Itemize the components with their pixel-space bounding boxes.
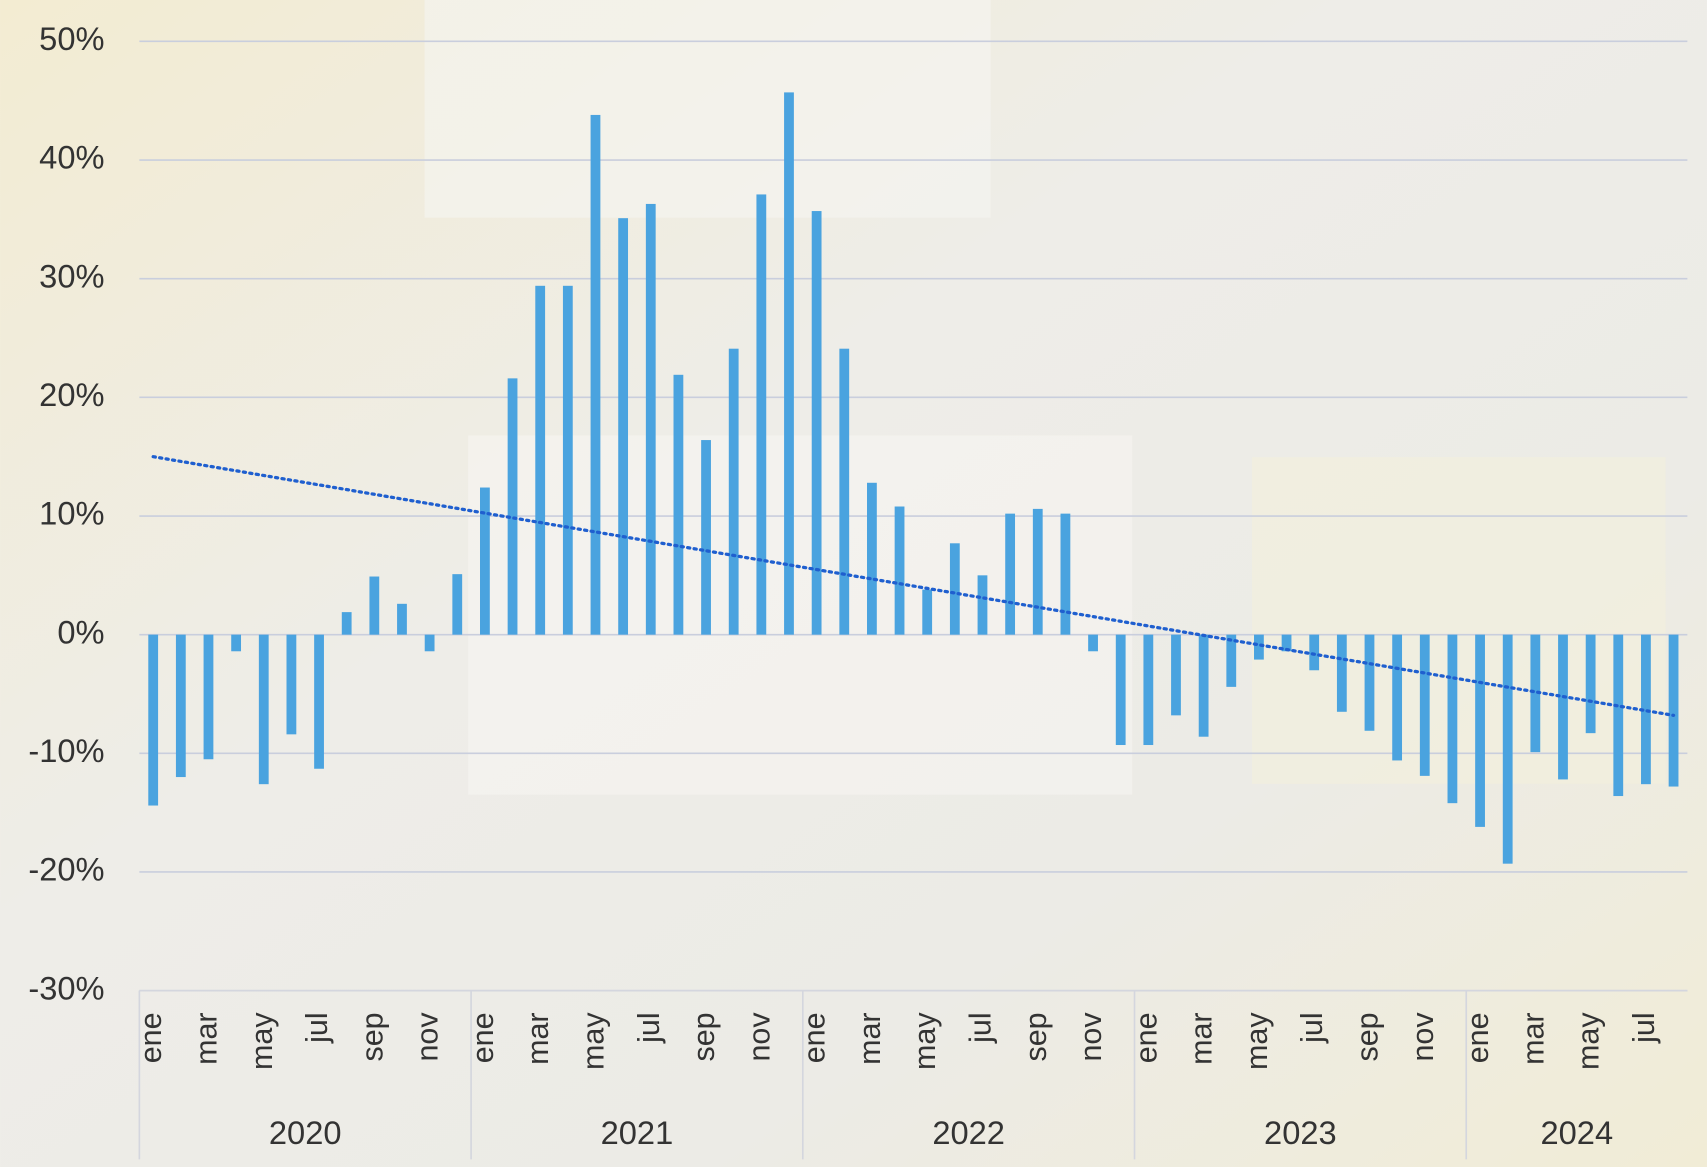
bar bbox=[1171, 635, 1181, 716]
bar bbox=[1392, 635, 1402, 761]
y-tick-label: 20% bbox=[39, 376, 104, 413]
x-tick-label: may bbox=[245, 1012, 279, 1070]
bar bbox=[591, 115, 601, 635]
bar bbox=[176, 635, 186, 777]
y-tick-label: -30% bbox=[28, 969, 104, 1006]
x-tick-label: ene bbox=[1461, 1012, 1495, 1063]
bar bbox=[1199, 635, 1209, 737]
bar bbox=[425, 635, 435, 652]
bar bbox=[1061, 514, 1071, 635]
bar bbox=[839, 349, 849, 635]
x-tick-label: sep bbox=[687, 1012, 721, 1061]
x-tick-label: jul bbox=[300, 1012, 334, 1043]
x-tick-label: may bbox=[1240, 1012, 1274, 1070]
bar bbox=[867, 483, 877, 635]
bar bbox=[231, 635, 241, 652]
bar bbox=[756, 194, 766, 634]
bar bbox=[1365, 635, 1375, 731]
bar bbox=[1586, 635, 1596, 733]
x-tick-label: jul bbox=[1627, 1012, 1661, 1043]
bar bbox=[287, 635, 297, 735]
x-tick-label: sep bbox=[1019, 1012, 1053, 1061]
x-tick-label: ene bbox=[1129, 1012, 1163, 1063]
bar bbox=[342, 612, 352, 635]
x-tick-label: sep bbox=[355, 1012, 389, 1061]
x-tick-label: mar bbox=[1185, 1012, 1219, 1064]
background-shape bbox=[425, 0, 991, 218]
y-tick-label: 40% bbox=[39, 139, 104, 176]
bar bbox=[618, 218, 628, 634]
bar bbox=[314, 635, 324, 769]
x-tick-label: nov bbox=[742, 1012, 776, 1062]
bar bbox=[922, 590, 932, 635]
bar bbox=[1254, 635, 1264, 660]
x-tick-label: nov bbox=[411, 1012, 445, 1062]
bar bbox=[369, 577, 379, 635]
bar bbox=[1005, 514, 1015, 635]
bar bbox=[563, 286, 573, 635]
x-tick-label: jul bbox=[1295, 1012, 1329, 1043]
bar bbox=[1033, 509, 1043, 635]
year-label: 2020 bbox=[269, 1114, 342, 1151]
background-shape bbox=[1252, 457, 1666, 784]
chart: -30% -20% -10% 0% 10% 20% 30% 40% 50% 2020 2021 202… bbox=[0, 0, 1707, 1167]
x-tick-label: ene bbox=[798, 1012, 832, 1063]
x-tick-label: jul bbox=[632, 1012, 666, 1043]
bar bbox=[259, 635, 269, 785]
bar bbox=[1337, 635, 1347, 712]
bar bbox=[1503, 635, 1513, 864]
bar bbox=[1448, 635, 1458, 803]
bar bbox=[646, 204, 656, 635]
bar bbox=[1309, 635, 1319, 671]
year-label: 2023 bbox=[1264, 1114, 1337, 1151]
x-tick-label: ene bbox=[466, 1012, 500, 1063]
bar bbox=[535, 286, 545, 635]
bar bbox=[1475, 635, 1485, 827]
x-tick-label: nov bbox=[1406, 1012, 1440, 1062]
x-tick-label: nov bbox=[1074, 1012, 1108, 1062]
x-tick-label: may bbox=[577, 1012, 611, 1070]
bar bbox=[204, 635, 214, 760]
x-tick-label: mar bbox=[1516, 1012, 1550, 1064]
bar bbox=[452, 574, 462, 635]
bar bbox=[729, 349, 739, 635]
bar bbox=[895, 507, 905, 635]
bar bbox=[1558, 635, 1568, 780]
bar bbox=[950, 543, 960, 634]
bar bbox=[1613, 635, 1623, 796]
bar bbox=[1669, 635, 1679, 787]
bar bbox=[784, 92, 794, 634]
x-tick-label: may bbox=[908, 1012, 942, 1070]
bar bbox=[1226, 635, 1236, 687]
bar bbox=[1420, 635, 1430, 776]
bar bbox=[1116, 635, 1126, 745]
x-tick-label: mar bbox=[521, 1012, 555, 1064]
bar bbox=[701, 440, 711, 635]
year-label: 2024 bbox=[1540, 1114, 1613, 1151]
bar bbox=[397, 604, 407, 635]
bar bbox=[508, 378, 518, 634]
y-tick-label: 30% bbox=[39, 257, 104, 294]
y-tick-label: 50% bbox=[39, 20, 104, 57]
y-tick-label: -10% bbox=[28, 732, 104, 769]
year-label: 2022 bbox=[932, 1114, 1005, 1151]
bar bbox=[978, 575, 988, 634]
bar bbox=[148, 635, 158, 806]
bar bbox=[1143, 635, 1153, 745]
y-tick-label: 0% bbox=[57, 613, 104, 650]
x-tick-label: sep bbox=[1351, 1012, 1385, 1061]
x-tick-label: ene bbox=[134, 1012, 168, 1063]
bar bbox=[1088, 635, 1098, 652]
x-tick-label: jul bbox=[964, 1012, 998, 1043]
y-tick-label: -20% bbox=[28, 851, 104, 888]
y-tick-label: 10% bbox=[39, 495, 104, 532]
x-tick-label: may bbox=[1572, 1012, 1606, 1070]
bar bbox=[674, 375, 684, 635]
x-tick-label: mar bbox=[190, 1012, 224, 1064]
year-label: 2021 bbox=[601, 1114, 674, 1151]
x-tick-label: mar bbox=[853, 1012, 887, 1064]
bar bbox=[480, 488, 490, 635]
